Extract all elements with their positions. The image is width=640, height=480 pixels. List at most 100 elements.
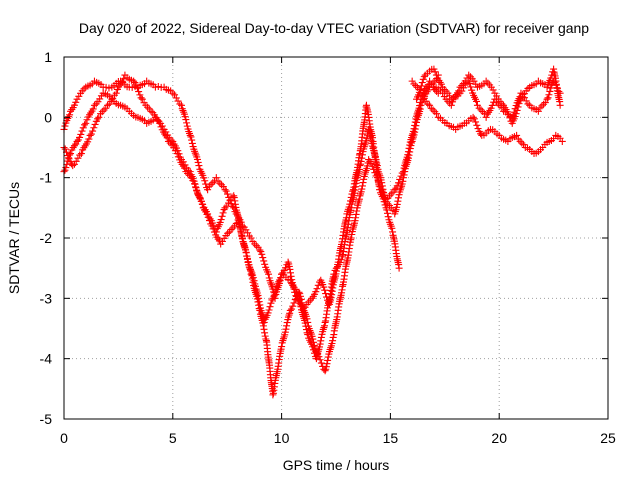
interp-point <box>222 187 230 195</box>
interp-point <box>367 133 375 141</box>
data-point <box>513 131 521 139</box>
interp-point <box>329 337 337 345</box>
interp-point <box>174 153 182 161</box>
x-tick-label: 0 <box>60 430 68 446</box>
interp-point <box>506 114 514 122</box>
data-point <box>395 264 403 272</box>
interp-point <box>314 281 322 289</box>
interp-point <box>181 113 189 121</box>
data-point <box>456 83 464 91</box>
interp-point <box>512 110 520 118</box>
interp-point <box>287 272 295 280</box>
interp-point <box>515 100 523 108</box>
interp-point <box>78 127 86 135</box>
interp-point <box>76 151 84 159</box>
data-point <box>391 186 399 194</box>
y-tick-label: -2 <box>40 230 53 246</box>
x-axis-label: GPS time / hours <box>283 457 390 473</box>
interp-point <box>358 154 366 162</box>
interp-point <box>286 309 294 317</box>
data-point <box>67 107 75 115</box>
interp-point <box>94 115 102 123</box>
data-point <box>399 168 407 176</box>
interp-point <box>404 148 412 156</box>
data-point <box>138 95 146 103</box>
interp-point <box>154 83 162 91</box>
interp-point <box>183 122 191 130</box>
interp-point <box>302 326 310 334</box>
interp-point <box>259 322 267 330</box>
interp-point <box>227 226 235 234</box>
interp-point <box>90 124 98 132</box>
data-point <box>90 101 98 109</box>
data-point <box>534 107 542 115</box>
interp-point <box>516 97 524 105</box>
interp-point <box>467 83 475 91</box>
data-point <box>156 119 164 127</box>
interp-point <box>191 149 199 157</box>
interp-point <box>204 213 212 221</box>
interp-point <box>80 85 88 93</box>
interp-point <box>417 82 425 90</box>
interp-point <box>260 325 268 333</box>
interp-point <box>136 91 144 99</box>
interp-point <box>207 180 215 188</box>
interp-point <box>187 174 195 182</box>
interp-point <box>518 139 526 147</box>
interp-point <box>70 160 78 168</box>
interp-point <box>324 356 332 364</box>
data-point <box>173 150 181 158</box>
interp-point <box>255 298 263 306</box>
data-point <box>330 270 338 278</box>
interp-point <box>301 319 309 327</box>
interp-point <box>437 80 445 88</box>
interp-point <box>132 81 140 89</box>
interp-point <box>546 87 554 95</box>
interp-point <box>91 120 99 128</box>
interp-point <box>193 155 201 163</box>
data-point <box>164 137 172 145</box>
data-point <box>77 150 85 158</box>
interp-point <box>416 98 424 106</box>
interp-point <box>225 199 233 207</box>
interp-point <box>72 157 80 165</box>
interp-point <box>397 172 405 180</box>
interp-point <box>321 286 329 294</box>
data-point <box>82 119 90 127</box>
interp-point <box>489 86 497 94</box>
data-point <box>178 101 186 109</box>
interp-point <box>250 277 258 285</box>
interp-point <box>89 127 97 135</box>
interp-point <box>268 296 276 304</box>
interp-point <box>133 84 141 92</box>
data-point <box>247 234 255 242</box>
interp-point <box>488 101 496 109</box>
interp-point <box>475 104 483 112</box>
interp-point <box>261 329 269 337</box>
data-point <box>69 162 77 170</box>
y-tick-label: -3 <box>40 290 53 306</box>
interp-point <box>432 71 440 79</box>
interp-point <box>182 116 190 124</box>
interp-point <box>254 291 262 299</box>
interp-point <box>378 182 386 190</box>
series-track-d <box>408 77 566 158</box>
interp-point <box>205 217 213 225</box>
interp-point <box>303 329 311 337</box>
interp-point <box>461 77 469 85</box>
interp-point <box>398 169 406 177</box>
interp-point <box>415 88 423 96</box>
data-point <box>382 198 390 206</box>
interp-point <box>405 144 413 152</box>
data-marks <box>60 65 566 399</box>
interp-point <box>394 179 402 187</box>
interp-point <box>302 322 310 330</box>
interp-point <box>296 296 304 304</box>
interp-point <box>107 97 115 105</box>
interp-point <box>252 242 260 250</box>
interp-point <box>283 322 291 330</box>
interp-point <box>541 99 549 107</box>
interp-point <box>477 130 485 138</box>
data-point <box>321 367 329 375</box>
